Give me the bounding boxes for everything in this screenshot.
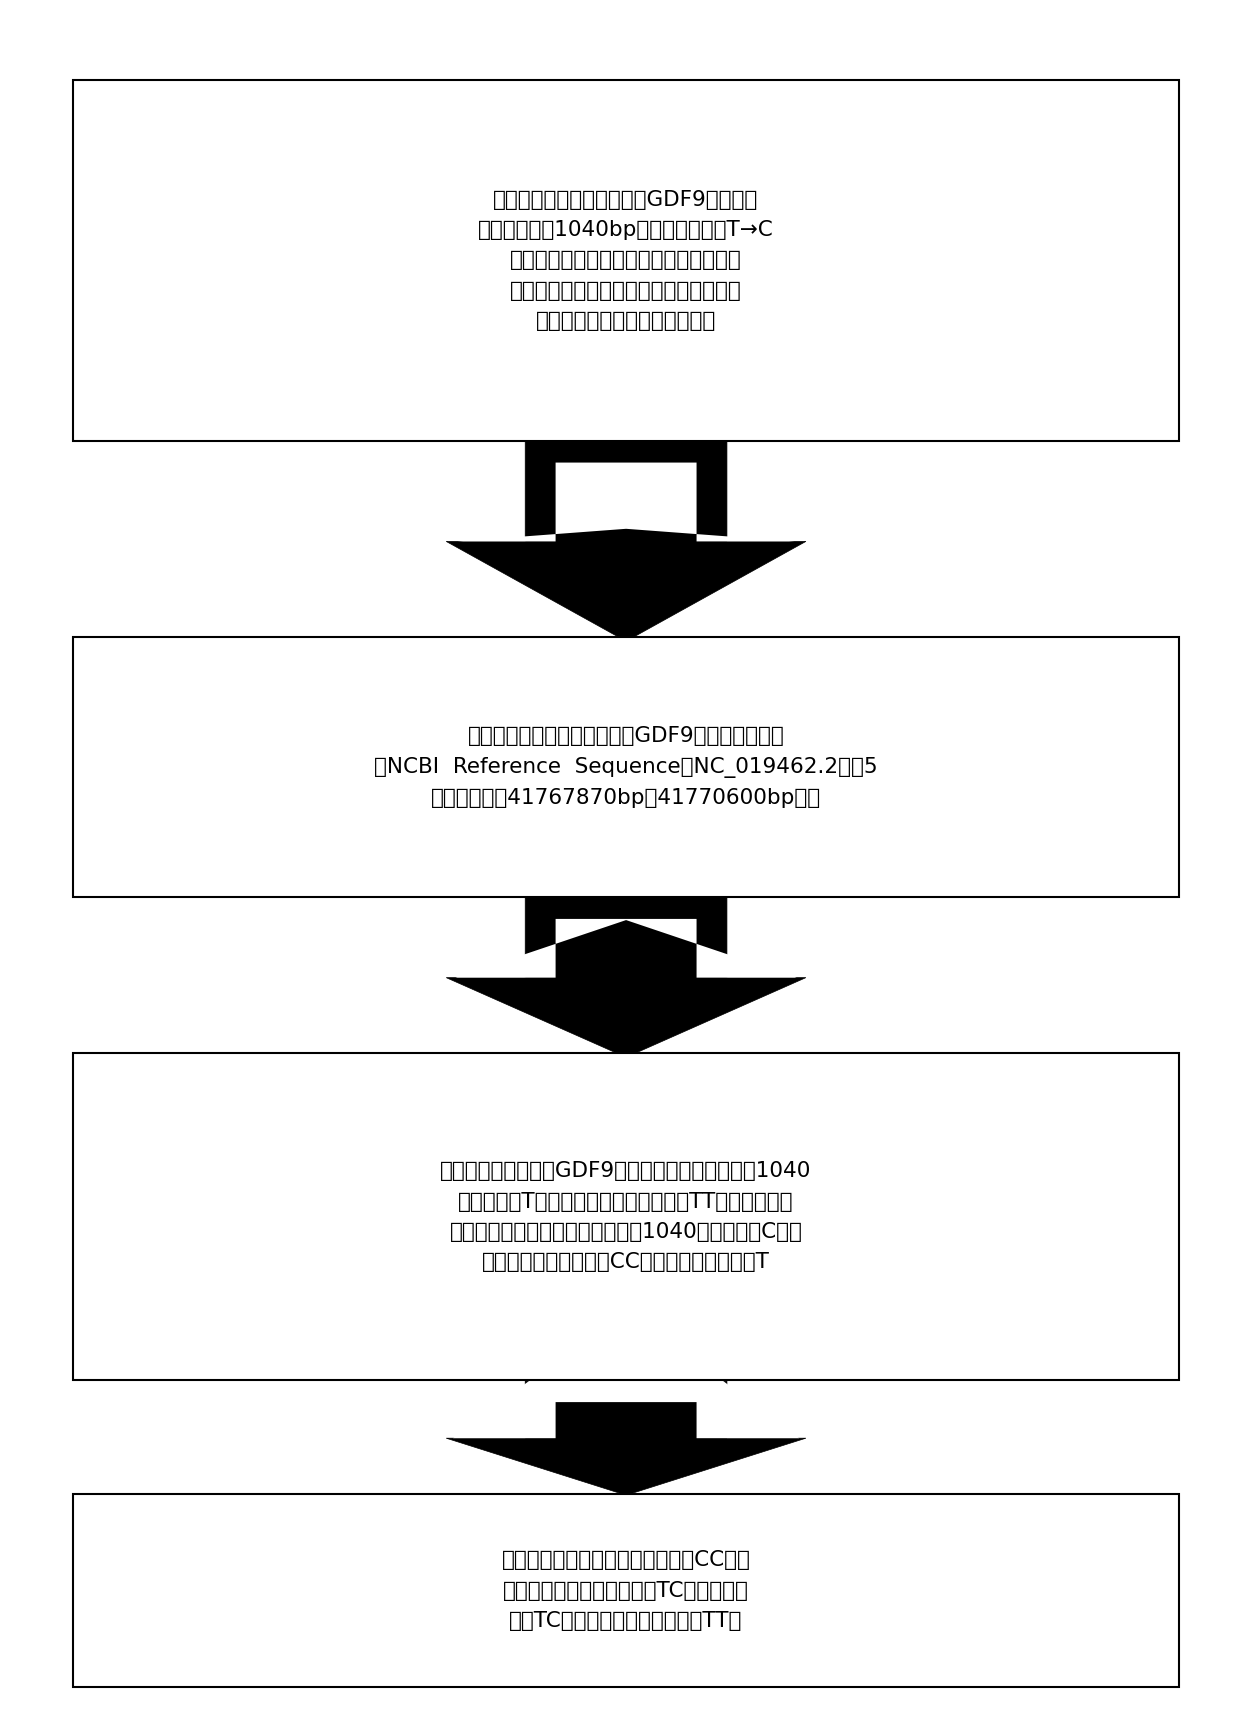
Text: 检测待测蒙古羊基因组中的GDF9基因编码
区启动子下游1040bp处是否存在一个T→C
的突变，该位点突变导致核酸序列所对应
的氨基酸由苯丙氨酸改变为丝氨酸，以: 检测待测蒙古羊基因组中的GDF9基因编码 区启动子下游1040bp处是否存在一个… bbox=[479, 190, 774, 330]
Text: 通过基因型筛选种用蒙古羊，GDF9基因的核苷酸序
列NCBI  Reference  Sequence为NC_019462.2的羊5
号染色体，第4176787: 通过基因型筛选种用蒙古羊，GDF9基因的核苷酸序 列NCBI Reference… bbox=[374, 726, 878, 808]
Polygon shape bbox=[455, 919, 796, 978]
Bar bbox=[73, 80, 1179, 440]
Polygon shape bbox=[458, 462, 795, 541]
Text: 通过基因型提高蒙古羊繁殖力为：CC基因
型蒙古羊的平均产羔数高于TC基因型，基
因型TC蒙古羊的平均产羔数高于TT型: 通过基因型提高蒙古羊繁殖力为：CC基因 型蒙古羊的平均产羔数高于TC基因型，基 … bbox=[502, 1551, 750, 1632]
Bar bbox=[73, 637, 1179, 897]
Polygon shape bbox=[446, 899, 806, 1058]
Polygon shape bbox=[453, 1308, 799, 1438]
Bar bbox=[73, 1495, 1179, 1688]
Text: 若蒙古羊基因组中的GDF9基因编码区启动子下游第1040
位核苷酸为T时，则其纯合体的基因型为TT，若蒙古羊基
因组中的基因编码区启动子下游第1040位核苷酸为: 若蒙古羊基因组中的GDF9基因编码区启动子下游第1040 位核苷酸为T时，则其纯… bbox=[440, 1161, 812, 1272]
Polygon shape bbox=[446, 1382, 806, 1495]
Polygon shape bbox=[446, 442, 806, 642]
Bar bbox=[73, 1053, 1179, 1380]
